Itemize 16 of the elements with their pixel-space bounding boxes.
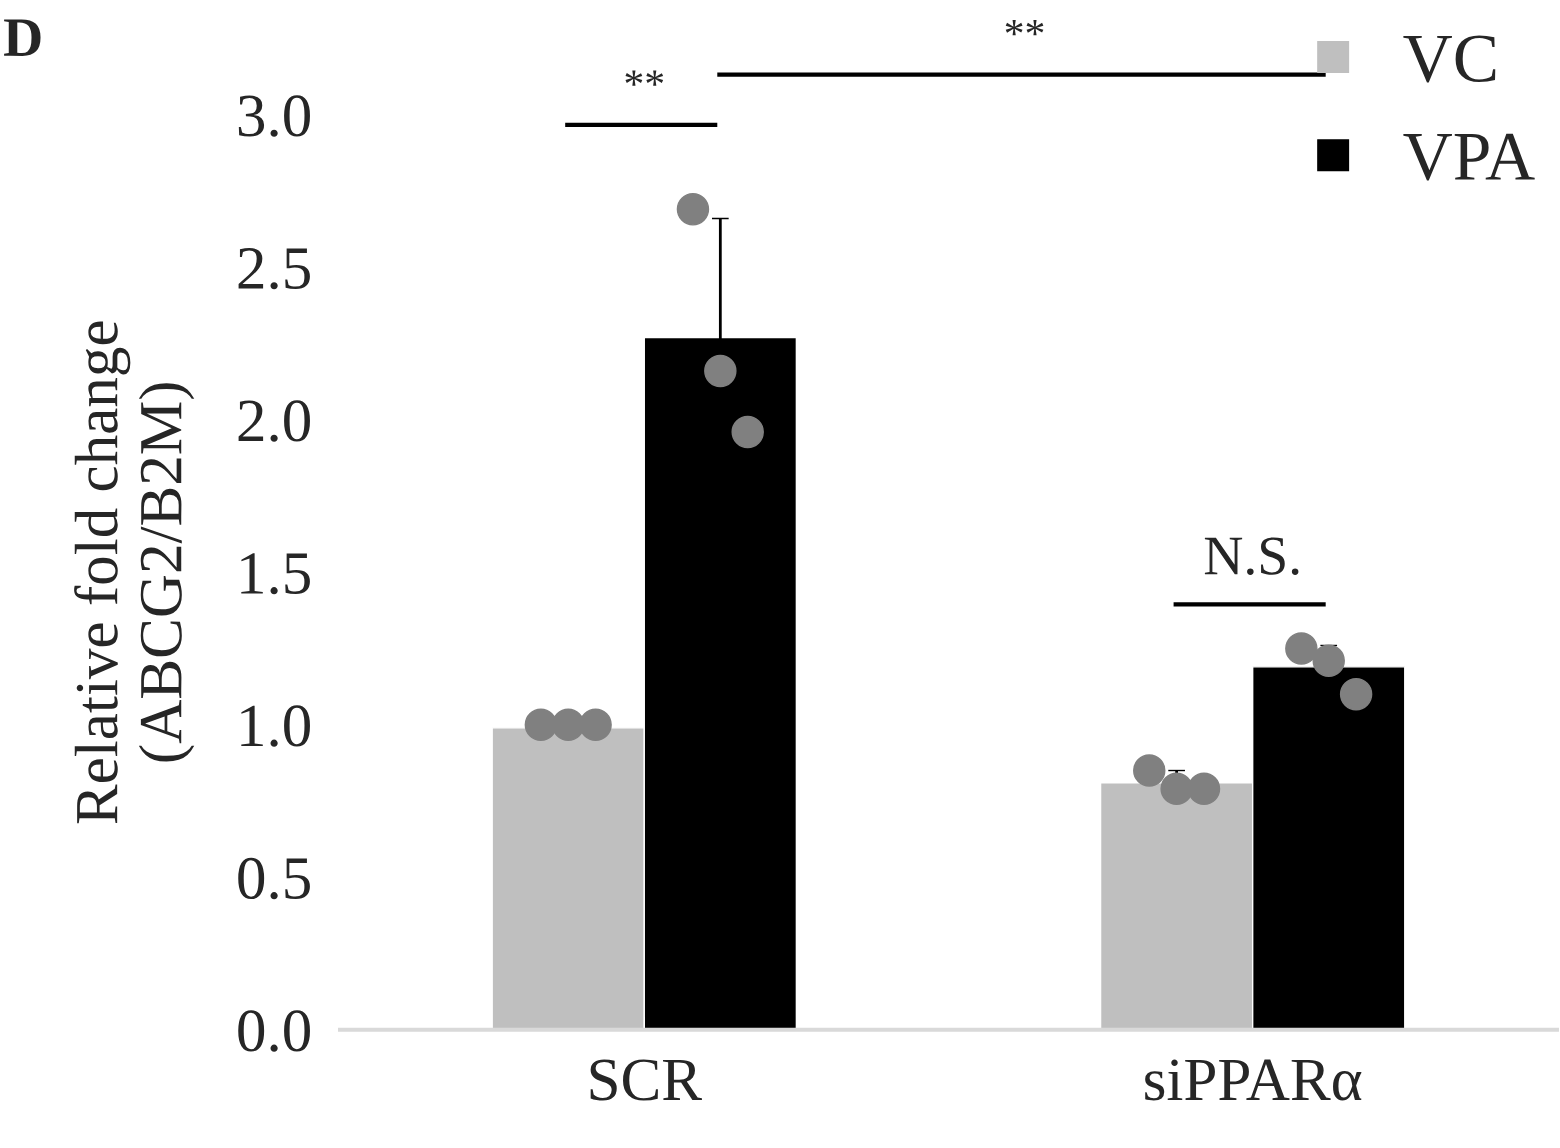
y-tick-label: 1.5 <box>241 553 310 595</box>
legend-label: VC <box>1403 35 1496 83</box>
text: ** <box>625 70 664 86</box>
x-tick-label: SCR <box>590 1059 702 1101</box>
y-tick-label: 0.5 <box>238 857 310 900</box>
y-tick-label: 3.0 <box>238 95 310 137</box>
y-tick-label: 1.0 <box>241 705 310 747</box>
text: ** <box>1005 20 1044 36</box>
annotation: N.S. <box>1204 537 1299 575</box>
legend-label: VPA <box>1403 133 1535 181</box>
text: D <box>4 19 41 56</box>
x-tick-label: siPPARα <box>1145 1059 1362 1101</box>
y-axis-title: Relative fold change (ABCG2/B2M) <box>74 321 195 824</box>
y-tick-label: 2.5 <box>238 248 310 290</box>
y-tick-label: 2.0 <box>238 400 310 442</box>
y-tick-label: 0.0 <box>238 1010 310 1052</box>
